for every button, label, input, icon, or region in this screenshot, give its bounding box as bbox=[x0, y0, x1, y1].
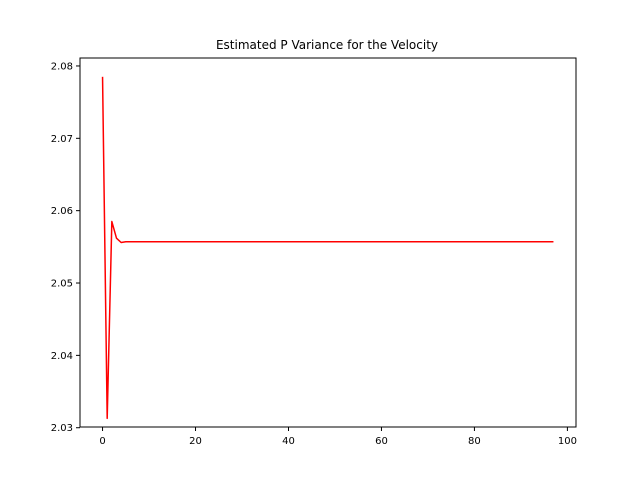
y-tick-label: 2.05 bbox=[51, 279, 73, 290]
x-tick-label: 80 bbox=[468, 436, 481, 447]
x-tick-label: 40 bbox=[282, 436, 295, 447]
x-tick-label: 100 bbox=[558, 436, 577, 447]
plot-area bbox=[101, 76, 554, 420]
axes-frame bbox=[79, 57, 577, 428]
y-tick-label: 2.06 bbox=[51, 206, 73, 217]
x-tick-label: 20 bbox=[189, 436, 202, 447]
y-tick-label: 2.08 bbox=[51, 61, 73, 72]
series-line-0 bbox=[101, 76, 554, 420]
chart-title: Estimated P Variance for the Velocity bbox=[216, 38, 438, 52]
x-axis: 0 20 40 60 80 100 bbox=[99, 427, 577, 447]
y-tick-label: 2.03 bbox=[51, 423, 73, 434]
x-tick-label: 60 bbox=[375, 436, 388, 447]
x-tick-label: 0 bbox=[99, 436, 105, 447]
y-axis: 2.03 2.04 2.05 2.06 2.07 2.08 bbox=[51, 61, 80, 434]
y-tick-label: 2.07 bbox=[51, 134, 73, 145]
y-tick-label: 2.04 bbox=[51, 351, 73, 362]
